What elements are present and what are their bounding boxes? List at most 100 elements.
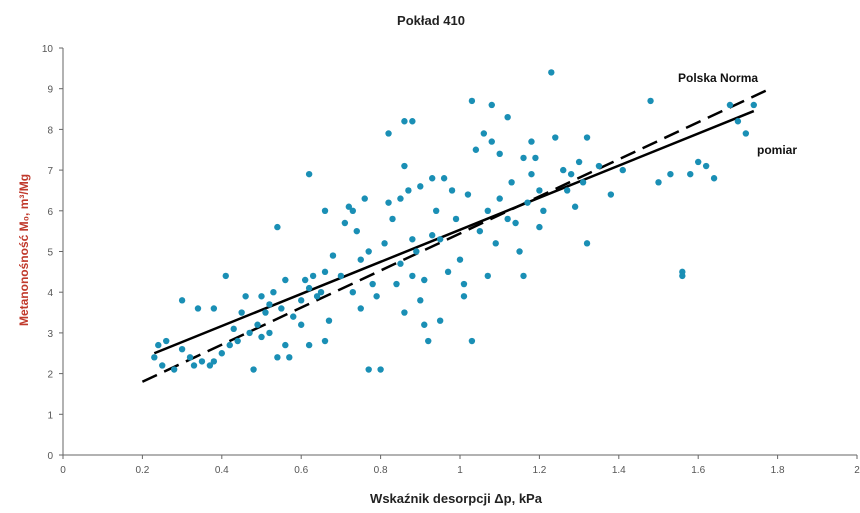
data-point bbox=[305, 170, 313, 178]
data-point bbox=[742, 130, 750, 137]
data-point bbox=[508, 179, 515, 186]
data-point bbox=[373, 293, 380, 300]
data-point bbox=[258, 293, 265, 300]
data-point bbox=[464, 191, 472, 198]
y-tick-label: 0 bbox=[47, 451, 53, 462]
data-point bbox=[552, 134, 559, 141]
data-point bbox=[548, 69, 555, 76]
data-point bbox=[687, 170, 694, 178]
data-point bbox=[194, 305, 202, 312]
data-point bbox=[655, 179, 662, 186]
x-tick-label: 1 bbox=[457, 465, 463, 476]
data-point bbox=[274, 354, 281, 361]
data-point bbox=[290, 313, 297, 320]
data-point bbox=[484, 272, 491, 280]
data-point bbox=[528, 170, 535, 178]
data-point bbox=[349, 289, 357, 296]
x-tick-label: 0.6 bbox=[294, 465, 308, 476]
data-point bbox=[444, 268, 452, 276]
y-tick-label: 2 bbox=[47, 370, 53, 381]
data-point bbox=[198, 358, 206, 365]
data-point bbox=[524, 199, 531, 206]
data-point bbox=[159, 362, 166, 369]
data-point bbox=[563, 187, 571, 194]
data-point bbox=[417, 297, 424, 304]
data-point bbox=[536, 187, 543, 194]
data-point bbox=[270, 289, 277, 296]
data-point bbox=[329, 252, 337, 259]
data-point bbox=[488, 138, 495, 145]
x-tick-label: 2 bbox=[854, 465, 860, 476]
data-point bbox=[349, 207, 357, 214]
data-point bbox=[409, 236, 416, 243]
data-point bbox=[595, 162, 603, 170]
data-point bbox=[170, 366, 178, 373]
data-point bbox=[345, 203, 353, 210]
y-tick-label: 4 bbox=[47, 288, 53, 299]
data-point bbox=[432, 207, 440, 214]
data-point bbox=[325, 317, 333, 324]
data-point bbox=[583, 134, 591, 141]
x-axis-label: Wskaźnik desorpcji Δp, kPa bbox=[370, 491, 543, 506]
data-point bbox=[413, 248, 420, 255]
x-tick-label: 0.8 bbox=[374, 465, 388, 476]
data-point bbox=[274, 223, 281, 231]
data-point bbox=[369, 280, 376, 288]
data-point bbox=[575, 158, 583, 166]
x-tick-label: 0 bbox=[60, 465, 66, 476]
data-point bbox=[679, 272, 686, 280]
data-point bbox=[266, 301, 273, 308]
data-point bbox=[393, 280, 400, 288]
data-point bbox=[536, 223, 543, 231]
data-point bbox=[218, 350, 225, 357]
data-point bbox=[528, 138, 535, 145]
data-point bbox=[583, 240, 591, 247]
data-point bbox=[750, 101, 757, 109]
data-point bbox=[456, 256, 464, 263]
data-point bbox=[262, 309, 269, 316]
data-point bbox=[321, 337, 329, 345]
data-point bbox=[317, 289, 325, 296]
data-point bbox=[409, 118, 416, 125]
data-point bbox=[417, 183, 424, 190]
data-point bbox=[421, 276, 428, 284]
data-point bbox=[361, 195, 368, 202]
data-point bbox=[710, 175, 718, 182]
data-point bbox=[313, 293, 321, 300]
data-point bbox=[468, 337, 476, 345]
data-point bbox=[520, 154, 527, 162]
data-point bbox=[278, 305, 285, 312]
x-tick-label: 1.8 bbox=[771, 465, 785, 476]
data-point bbox=[210, 358, 218, 365]
data-point bbox=[298, 297, 305, 304]
data-point bbox=[436, 236, 444, 243]
y-ticks: 0 1 2 3 4 5 6 7 8 9 10 bbox=[42, 44, 63, 462]
data-point bbox=[226, 341, 233, 349]
data-point bbox=[365, 248, 372, 255]
data-point bbox=[234, 337, 241, 345]
data-point bbox=[365, 366, 372, 373]
data-point bbox=[496, 195, 503, 202]
data-point bbox=[409, 272, 416, 280]
data-point bbox=[401, 162, 408, 170]
data-point bbox=[468, 97, 476, 105]
data-point bbox=[321, 268, 329, 276]
data-point bbox=[647, 97, 654, 105]
line-polska-norma bbox=[141, 89, 767, 383]
data-point bbox=[222, 272, 229, 280]
data-point bbox=[452, 215, 460, 223]
data-point bbox=[301, 276, 309, 284]
fit-lines bbox=[141, 89, 767, 383]
data-point bbox=[460, 280, 468, 288]
data-point bbox=[258, 333, 265, 341]
y-tick-label: 7 bbox=[47, 166, 53, 177]
data-point bbox=[448, 187, 456, 194]
line-pomiar bbox=[153, 109, 755, 355]
data-point bbox=[512, 219, 519, 227]
y-tick-label: 8 bbox=[47, 125, 53, 136]
data-point bbox=[421, 321, 428, 328]
data-point bbox=[484, 207, 491, 214]
x-tick-label: 0.4 bbox=[215, 465, 229, 476]
data-point bbox=[619, 166, 626, 174]
